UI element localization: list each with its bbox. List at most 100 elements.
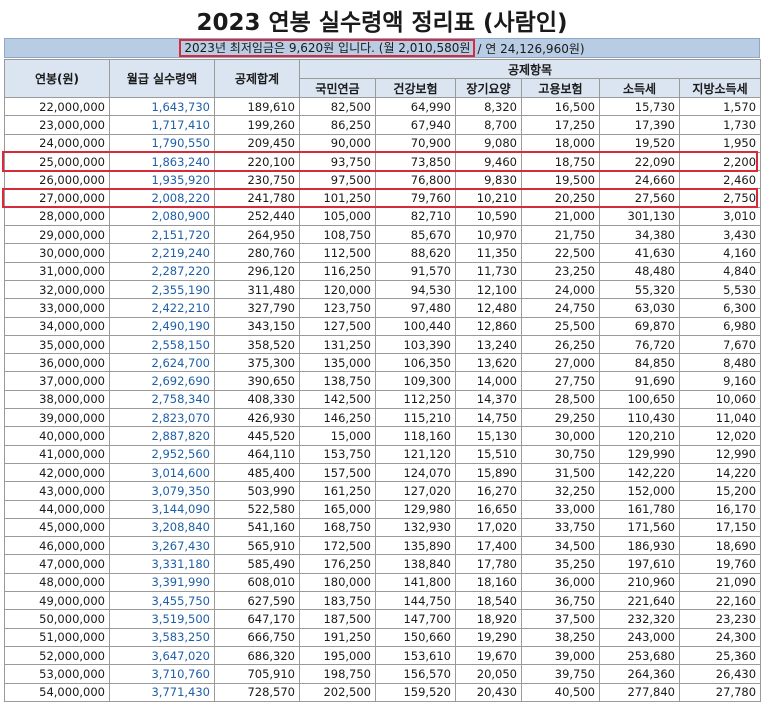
table-row: 26,000,000 1,935,920 230,750 97,500 76,800 9,… (4, 170, 762, 190)
cell-longterm-care: 11,350 (455, 243, 522, 263)
cell-salary: 32,000,000 (4, 279, 110, 300)
cell-total-deduction: 241,780 (214, 188, 300, 208)
cell-employment: 17,250 (521, 115, 600, 135)
cell-salary: 51,000,000 (4, 627, 110, 647)
table-row: 50,000,000 3,519,500 647,170 187,500 147,700… (4, 609, 762, 629)
cell-income-tax: 129,990 (599, 444, 680, 464)
cell-income-tax: 69,870 (599, 316, 680, 336)
cell-health: 112,250 (375, 389, 456, 410)
header-salary: 연봉(원) (4, 59, 110, 98)
cell-income-tax: 34,380 (599, 225, 680, 245)
cell-local-tax: 12,020 (678, 426, 762, 446)
cell-total-deduction: 343,150 (214, 316, 300, 336)
table-row: 44,000,000 3,144,090 522,580 165,000 129,980… (4, 499, 762, 519)
table-row: 24,000,000 1,790,550 209,450 90,000 70,900 9,… (4, 133, 762, 153)
cell-employment: 22,500 (521, 243, 600, 263)
cell-pension: 116,250 (299, 261, 376, 281)
cell-pension: 101,250 (299, 188, 376, 208)
cell-employment: 24,000 (521, 279, 600, 300)
cell-local-tax: 4,160 (678, 243, 762, 263)
cell-income-tax: 24,660 (599, 170, 680, 190)
cell-salary: 24,000,000 (4, 133, 110, 153)
cell-pension: 131,250 (299, 334, 376, 355)
cell-income-tax: 152,000 (599, 481, 680, 501)
cell-local-tax: 10,060 (678, 389, 762, 410)
cell-health: 91,570 (375, 261, 456, 281)
header-pension: 국민연금 (299, 78, 376, 98)
cell-employment: 24,750 (521, 298, 600, 318)
cell-longterm-care: 14,000 (455, 371, 522, 391)
cell-longterm-care: 13,240 (455, 334, 522, 355)
cell-longterm-care: 14,370 (455, 389, 522, 410)
cell-pension: 161,250 (299, 481, 376, 501)
cell-income-tax: 301,130 (599, 206, 680, 227)
cell-local-tax: 6,300 (678, 298, 762, 318)
cell-salary: 40,000,000 (4, 426, 110, 446)
cell-pension: 176,250 (299, 554, 376, 574)
cell-longterm-care: 9,080 (455, 133, 522, 153)
cell-pension: 86,250 (299, 115, 376, 135)
table-row: 43,000,000 3,079,350 503,990 161,250 127,020… (4, 481, 762, 501)
cell-health: 124,070 (375, 462, 456, 483)
cell-health: 76,800 (375, 170, 456, 190)
header-local-tax: 지방소득세 (678, 78, 762, 98)
cell-net-monthly: 2,624,700 (109, 353, 215, 373)
cell-health: 85,670 (375, 225, 456, 245)
cell-pension: 93,750 (299, 151, 376, 172)
table-row: 48,000,000 3,391,990 608,010 180,000 141,800… (4, 572, 762, 593)
cell-employment: 36,750 (521, 591, 600, 611)
cell-local-tax: 6,980 (678, 316, 762, 336)
cell-employment: 37,500 (521, 609, 600, 629)
cell-income-tax: 210,960 (599, 572, 680, 593)
cell-net-monthly: 2,823,070 (109, 408, 215, 428)
cell-net-monthly: 1,935,920 (109, 170, 215, 190)
cell-longterm-care: 9,830 (455, 170, 522, 190)
cell-salary: 29,000,000 (4, 225, 110, 245)
cell-longterm-care: 19,290 (455, 627, 522, 647)
table-row: 45,000,000 3,208,840 541,160 168,750 132,930… (4, 517, 762, 538)
cell-longterm-care: 15,130 (455, 426, 522, 446)
cell-total-deduction: 327,790 (214, 298, 300, 318)
cell-net-monthly: 3,583,250 (109, 627, 215, 647)
cell-total-deduction: 485,400 (214, 462, 300, 483)
cell-income-tax: 110,430 (599, 408, 680, 428)
cell-net-monthly: 2,952,560 (109, 444, 215, 464)
cell-income-tax: 41,630 (599, 243, 680, 263)
cell-local-tax: 7,670 (678, 334, 762, 355)
cell-pension: 97,500 (299, 170, 376, 190)
cell-income-tax: 48,480 (599, 261, 680, 281)
cell-income-tax: 221,640 (599, 591, 680, 611)
cell-pension: 112,500 (299, 243, 376, 263)
cell-total-deduction: 522,580 (214, 499, 300, 519)
cell-employment: 27,000 (521, 353, 600, 373)
cell-local-tax: 17,150 (678, 517, 762, 538)
cell-employment: 33,000 (521, 499, 600, 519)
cell-local-tax: 27,780 (678, 682, 762, 702)
cell-salary: 26,000,000 (4, 170, 110, 190)
cell-salary: 49,000,000 (4, 591, 110, 611)
cell-longterm-care: 14,750 (455, 408, 522, 428)
cell-pension: 142,500 (299, 389, 376, 410)
table-row: 54,000,000 3,771,430 728,570 202,500 159,520… (4, 682, 762, 702)
cell-health: 159,520 (375, 682, 456, 702)
cell-salary: 48,000,000 (4, 572, 110, 593)
table-row: 30,000,000 2,219,240 280,760 112,500 88,620 1… (4, 243, 762, 263)
cell-longterm-care: 18,920 (455, 609, 522, 629)
header-longterm-care: 장기요양 (455, 78, 522, 98)
cell-total-deduction: 705,910 (214, 664, 300, 684)
cell-health: 109,300 (375, 371, 456, 391)
cell-total-deduction: 627,590 (214, 591, 300, 611)
cell-employment: 34,500 (521, 536, 600, 556)
cell-longterm-care: 8,320 (455, 96, 522, 117)
cell-total-deduction: 503,990 (214, 481, 300, 501)
cell-employment: 35,250 (521, 554, 600, 574)
cell-pension: 90,000 (299, 133, 376, 153)
cell-local-tax: 3,010 (678, 206, 762, 227)
table-row: 28,000,000 2,080,900 252,440 105,000 82,710 1… (4, 206, 762, 227)
cell-pension: 120,000 (299, 279, 376, 300)
cell-pension: 127,500 (299, 316, 376, 336)
cell-longterm-care: 13,620 (455, 353, 522, 373)
cell-total-deduction: 280,760 (214, 243, 300, 263)
cell-local-tax: 11,040 (678, 408, 762, 428)
cell-net-monthly: 1,643,730 (109, 96, 215, 117)
